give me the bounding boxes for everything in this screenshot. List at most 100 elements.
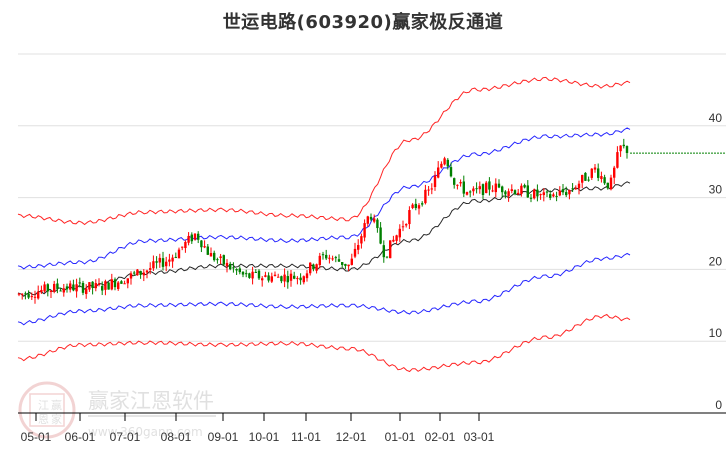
up-candle	[225, 262, 229, 267]
inner-lower-band-line	[17, 252, 631, 326]
x-tick-label: 08-01	[161, 430, 192, 444]
up-candle	[168, 259, 171, 262]
up-candle	[49, 290, 53, 293]
down-candle	[27, 293, 30, 298]
down-candle	[254, 271, 257, 273]
up-candle	[309, 262, 312, 274]
down-candle	[529, 197, 533, 199]
down-candle	[222, 255, 225, 265]
watermark-seal-char-3: 恩	[38, 413, 49, 426]
up-candle	[408, 210, 411, 225]
up-candle	[97, 283, 101, 285]
down-candle	[280, 276, 283, 282]
down-candle	[59, 290, 62, 292]
down-candle	[174, 256, 177, 258]
down-candle	[46, 284, 49, 292]
y-tick-label: 0	[715, 398, 722, 412]
up-candle	[510, 189, 513, 191]
down-candle	[113, 279, 117, 288]
down-candle	[161, 258, 165, 267]
down-candle	[555, 195, 558, 197]
down-candle	[565, 192, 568, 196]
x-axis-ticks: 05-01 06-01 07-01 08-01 09-01 10-01 11-01 12-01…	[21, 413, 495, 444]
down-candle	[341, 262, 344, 265]
up-candle	[85, 288, 88, 295]
down-candle	[382, 245, 385, 258]
up-candle	[472, 188, 475, 192]
y-tick-label: 10	[709, 326, 723, 340]
up-candle	[296, 278, 299, 280]
down-candle	[200, 240, 203, 248]
down-candle	[385, 256, 389, 258]
up-candle	[152, 261, 155, 269]
up-candle	[184, 241, 187, 249]
down-candle	[523, 185, 526, 188]
up-candle	[430, 188, 433, 190]
up-candle	[494, 183, 497, 193]
inner-upper-band-line	[17, 127, 631, 270]
up-candle	[261, 278, 264, 281]
up-candle	[520, 185, 523, 195]
down-candle	[475, 188, 478, 190]
down-candle	[213, 252, 216, 261]
up-candle	[616, 152, 619, 168]
down-candle	[597, 168, 600, 178]
up-candle	[33, 296, 37, 298]
down-candle	[337, 259, 341, 262]
up-candle	[289, 273, 293, 281]
up-candle	[30, 296, 33, 298]
down-candle	[232, 267, 235, 269]
down-candle	[72, 284, 75, 291]
down-candle	[513, 190, 517, 195]
down-candle	[107, 282, 110, 290]
up-candle	[21, 293, 24, 295]
up-candle	[328, 257, 331, 259]
up-candle	[302, 276, 305, 283]
up-candle	[69, 283, 72, 290]
up-candle	[37, 291, 40, 299]
up-candle	[357, 245, 360, 250]
up-candle	[574, 188, 577, 190]
up-candle	[427, 189, 430, 191]
up-candle	[350, 258, 353, 265]
up-candle	[88, 282, 91, 290]
y-axis-labels: 0 10 20 30 40	[709, 111, 723, 412]
x-tick-label: 07-01	[110, 430, 141, 444]
up-candle	[318, 255, 321, 266]
down-candle	[561, 189, 565, 193]
down-candle	[229, 263, 232, 270]
x-tick-label: 05-01	[21, 430, 52, 444]
x-tick-label: 10-01	[249, 430, 280, 444]
up-candle	[424, 189, 427, 204]
down-candle	[101, 286, 104, 291]
up-candle	[389, 240, 392, 259]
watermark-seal-char-4: 家	[51, 412, 62, 426]
y-tick-label: 40	[709, 111, 723, 125]
up-candle	[270, 276, 273, 282]
down-candle	[504, 191, 507, 195]
grid-lines	[18, 53, 726, 342]
up-candle	[558, 190, 561, 196]
watermark-url: www.360gann.com	[88, 425, 203, 439]
down-candle	[133, 272, 136, 274]
down-candle	[488, 181, 491, 190]
down-candle	[536, 189, 539, 197]
up-candle	[117, 282, 120, 289]
up-candle	[353, 248, 357, 257]
down-candle	[414, 203, 417, 209]
x-tick-label: 02-01	[425, 430, 456, 444]
up-candle	[491, 190, 494, 192]
channel-bands	[17, 76, 631, 373]
down-candle	[449, 167, 453, 177]
down-candle	[571, 188, 574, 190]
up-candle	[62, 288, 65, 293]
up-candle	[181, 246, 184, 248]
down-candle	[545, 191, 549, 193]
up-candle	[401, 226, 405, 228]
up-candle	[158, 257, 161, 263]
x-tick-label: 11-01	[291, 430, 321, 444]
down-candle	[257, 270, 261, 279]
up-candle	[542, 192, 545, 196]
up-candle	[17, 293, 21, 295]
up-candle	[104, 281, 107, 290]
